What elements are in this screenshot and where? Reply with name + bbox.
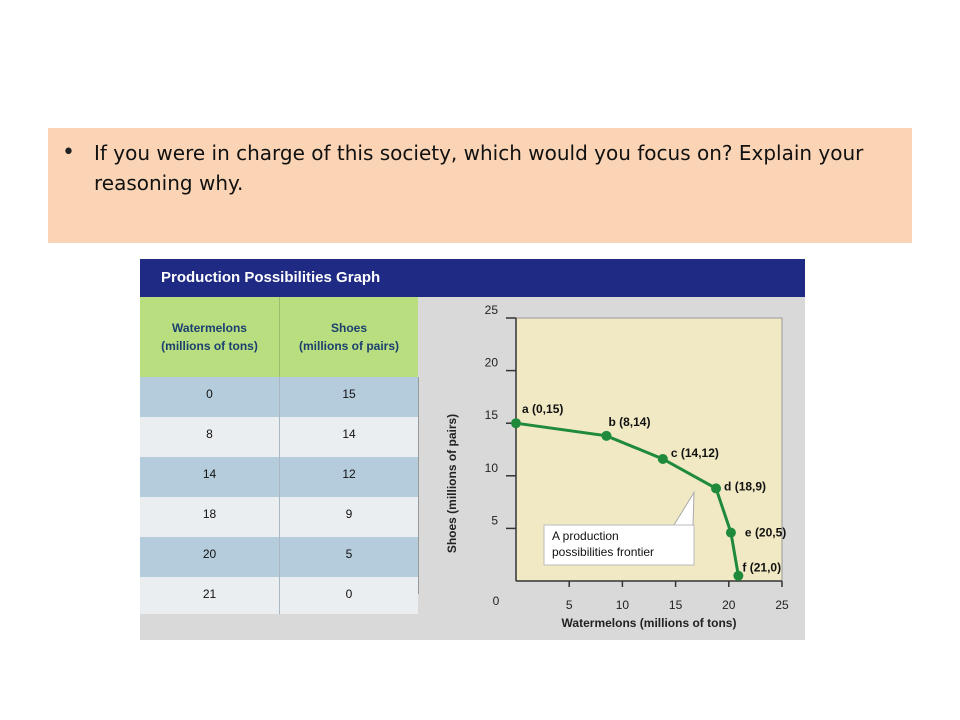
point-f — [733, 570, 744, 581]
panel-title: Production Possibilities Graph — [140, 259, 805, 297]
cell-shoes: 5 — [279, 537, 418, 577]
cell-watermelons: 18 — [202, 507, 217, 521]
cell-watermelons: 0 — [206, 387, 213, 401]
cell-shoes: 0 — [279, 577, 418, 614]
table-header: Watermelons (millions of tons) Shoes (mill… — [140, 297, 418, 377]
cell-watermelons: 14 — [202, 467, 217, 481]
cell-watermelons: 8 — [206, 427, 213, 441]
header-shoes: Shoes (millions of pairs) — [279, 297, 418, 377]
table-divider — [418, 377, 419, 594]
point-d — [711, 483, 722, 494]
point-a — [511, 418, 521, 429]
table-row: 18 9 — [140, 497, 418, 537]
table-row: 21 0 — [140, 577, 418, 614]
cell-watermelons: 20 — [202, 547, 217, 561]
point-coord-b: (8,14) — [619, 415, 650, 429]
y-tick-label: 20 — [485, 356, 499, 370]
table-row: 20 5 — [140, 537, 418, 577]
data-table: Watermelons (millions of tons) Shoes (mill… — [140, 297, 418, 614]
cell-shoes: 12 — [279, 457, 418, 497]
y-tick-label: 10 — [485, 461, 499, 475]
bullet: • — [62, 140, 75, 165]
annotation-line1: A production — [552, 529, 619, 543]
cell-shoes: 15 — [279, 377, 418, 417]
point-coord-d: (18,9) — [735, 479, 766, 493]
point-c — [657, 453, 668, 464]
table-row: 0 15 — [140, 377, 418, 417]
header-shoes-line1: Shoes — [330, 321, 367, 335]
point-e — [725, 527, 736, 538]
point-label-a: a (0,15) — [522, 402, 563, 416]
x-tick-label: 20 — [722, 598, 736, 612]
question-text: If you were in charge of this society, w… — [94, 141, 864, 195]
point-label-d: d (18,9) — [724, 479, 766, 493]
annotation-box — [543, 524, 695, 566]
point-label-c: c (14,12) — [671, 446, 719, 460]
x-tick-label: 15 — [669, 598, 683, 612]
header-watermelons-line1: Watermelons — [172, 321, 247, 335]
point-coord-e: (20,5) — [755, 526, 786, 540]
origin-label: 0 — [493, 594, 500, 608]
annotation-line2: possibilities frontier — [552, 545, 654, 559]
point-label-b: b (8,14) — [608, 415, 650, 429]
point-coord-a: (0,15) — [532, 402, 563, 416]
question-box: • If you were in charge of this society,… — [48, 128, 912, 243]
ppf-chart: 5 10 15 20 25 5 10 15 20 25 0 Watermelons (millions… — [445, 303, 789, 630]
point-label-f: f (21,0) — [742, 561, 781, 575]
header-watermelons: Watermelons (millions of tons) — [140, 297, 279, 377]
y-axis-title: Shoes (millions of pairs) — [445, 414, 459, 553]
header-shoes-line2: (millions of pairs) — [298, 339, 399, 353]
ppf-line — [515, 421, 740, 576]
cell-shoes: 14 — [279, 417, 418, 457]
x-tick-label: 25 — [775, 598, 789, 612]
header-watermelons-line2: (millions of tons) — [161, 339, 258, 353]
y-tick-label: 5 — [491, 513, 498, 527]
production-possibilities-panel: Production Possibilities Graph Watermelo… — [140, 259, 805, 640]
y-tick-label: 25 — [485, 303, 499, 317]
y-tick-label: 15 — [485, 408, 499, 422]
x-tick-label: 10 — [616, 598, 630, 612]
x-tick-label: 5 — [566, 598, 573, 612]
cell-watermelons: 21 — [202, 587, 217, 601]
cell-shoes: 9 — [279, 497, 418, 537]
table-row: 8 14 — [140, 417, 418, 457]
table-row: 14 12 — [140, 457, 418, 497]
x-axis-title: Watermelons (millions of tons) — [562, 616, 737, 630]
point-coord-f: (21,0) — [750, 561, 781, 575]
point-coord-c: (14,12) — [681, 446, 719, 460]
point-label-e: e (20,5) — [745, 526, 786, 540]
point-b — [601, 430, 612, 441]
